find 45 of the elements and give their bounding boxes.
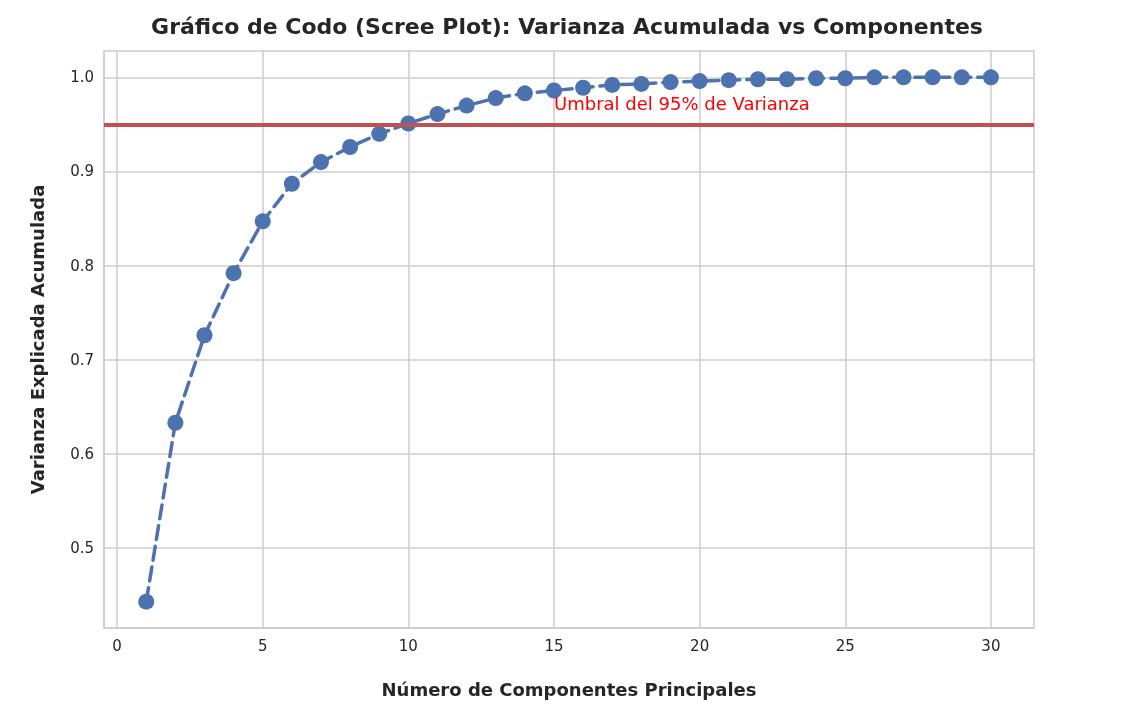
point <box>283 175 300 192</box>
point <box>342 139 359 156</box>
x-axis-title: Número de Componentes Principales <box>381 678 757 700</box>
point <box>924 69 941 86</box>
y-tick-label: 0.7 <box>70 350 94 369</box>
y-tick-label: 1.0 <box>70 68 94 87</box>
point <box>313 154 329 171</box>
point <box>196 327 213 344</box>
y-tick-label: 0.8 <box>70 256 94 275</box>
point <box>691 73 708 90</box>
point <box>225 265 242 282</box>
x-tick-label: 0 <box>112 636 122 655</box>
x-tick-label: 5 <box>257 636 268 655</box>
point <box>516 85 533 102</box>
x-tick-label: 10 <box>398 636 418 655</box>
point <box>371 125 388 142</box>
point <box>720 72 737 89</box>
point <box>458 97 475 114</box>
x-tick-label: 20 <box>690 636 710 655</box>
point <box>575 79 592 96</box>
point <box>604 76 621 93</box>
point <box>138 593 155 610</box>
y-tick-label: 0.6 <box>70 444 94 463</box>
point <box>662 74 679 91</box>
point <box>953 69 970 86</box>
point <box>895 69 912 86</box>
y-tick-label: 0.5 <box>70 538 94 557</box>
point <box>429 106 446 123</box>
chart-title: Gráfico de Codo (Scree Plot): Varianza Acumulada vs Componentes <box>151 13 983 39</box>
point <box>808 70 825 87</box>
point <box>633 75 650 92</box>
point <box>749 71 766 88</box>
x-tick-label: 15 <box>544 636 564 655</box>
point <box>837 70 854 87</box>
point <box>866 69 883 86</box>
y-axis-title: Varianza Explicada Acumulada <box>26 184 48 495</box>
point <box>487 90 504 107</box>
point <box>254 213 271 230</box>
annotation: Umbral del 95% de Varianza <box>554 92 810 114</box>
y-tick-label: 0.9 <box>70 162 94 181</box>
x-tick-label: 25 <box>835 636 855 655</box>
point <box>167 414 184 431</box>
point <box>982 69 999 86</box>
x-tick-label: 30 <box>981 636 1001 655</box>
point <box>779 71 796 88</box>
